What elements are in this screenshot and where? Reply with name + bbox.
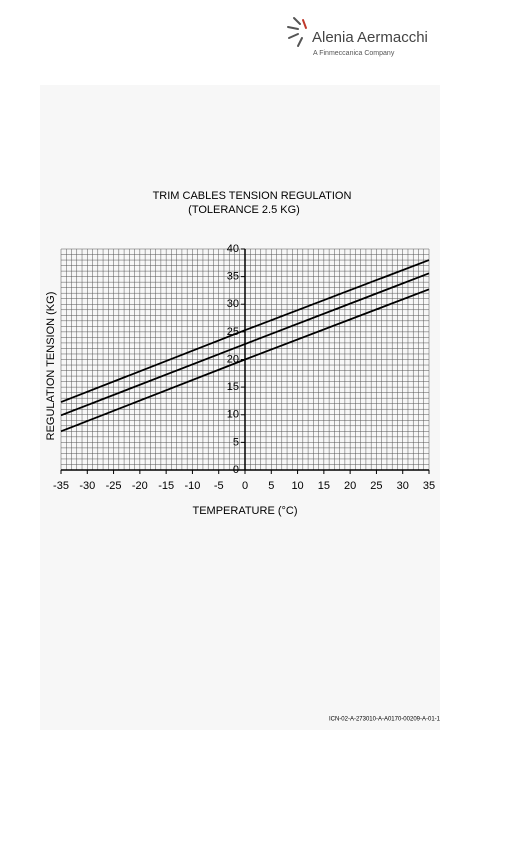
x-tick-label: 0 — [242, 480, 248, 492]
x-tick-label: 35 — [423, 480, 435, 492]
x-tick-label: 25 — [370, 480, 382, 492]
logo-tagline: A Finmeccanica Company — [313, 50, 395, 57]
x-tick-label: 5 — [268, 480, 274, 492]
x-tick-label: -30 — [79, 480, 95, 492]
x-tick-label: 20 — [344, 480, 356, 492]
chart-title: TRIM CABLES TENSION REGULATION — [153, 190, 352, 202]
series-line — [60, 259, 430, 403]
x-tick-label: -5 — [214, 480, 224, 492]
x-tick-label: 15 — [318, 480, 330, 492]
y-tick-label: 10 — [227, 409, 239, 421]
y-tick-label: 0 — [233, 464, 239, 476]
series-line — [60, 272, 430, 417]
x-tick-label: 10 — [291, 480, 303, 492]
chart-subtitle: (TOLERANCE 2.5 KG) — [188, 204, 300, 216]
y-tick-label: 25 — [227, 326, 239, 338]
y-tick-label: 40 — [227, 243, 239, 255]
y-tick-label: 30 — [227, 298, 239, 310]
page-panel — [40, 85, 440, 730]
y-tick-label: 15 — [227, 381, 239, 393]
x-tick-label: -20 — [132, 480, 148, 492]
series-line — [60, 288, 430, 433]
figure-id: ICN-02-A-273010-A-A0170-00209-A-01-1 — [329, 717, 441, 723]
x-tick-label: -35 — [53, 480, 69, 492]
y-axis-label: REGULATION TENSION (KG) — [45, 292, 57, 441]
logo-name: Alenia Aermacchi — [312, 29, 428, 46]
x-tick-label: -10 — [184, 480, 200, 492]
x-tick-label: -25 — [106, 480, 122, 492]
x-axis-label: TEMPERATURE (°C) — [192, 505, 297, 517]
x-tick-label: 30 — [397, 480, 409, 492]
y-tick-label: 5 — [233, 436, 239, 448]
x-tick-label: -15 — [158, 480, 174, 492]
logo-icon — [287, 17, 307, 47]
y-tick-label: 35 — [227, 271, 239, 283]
